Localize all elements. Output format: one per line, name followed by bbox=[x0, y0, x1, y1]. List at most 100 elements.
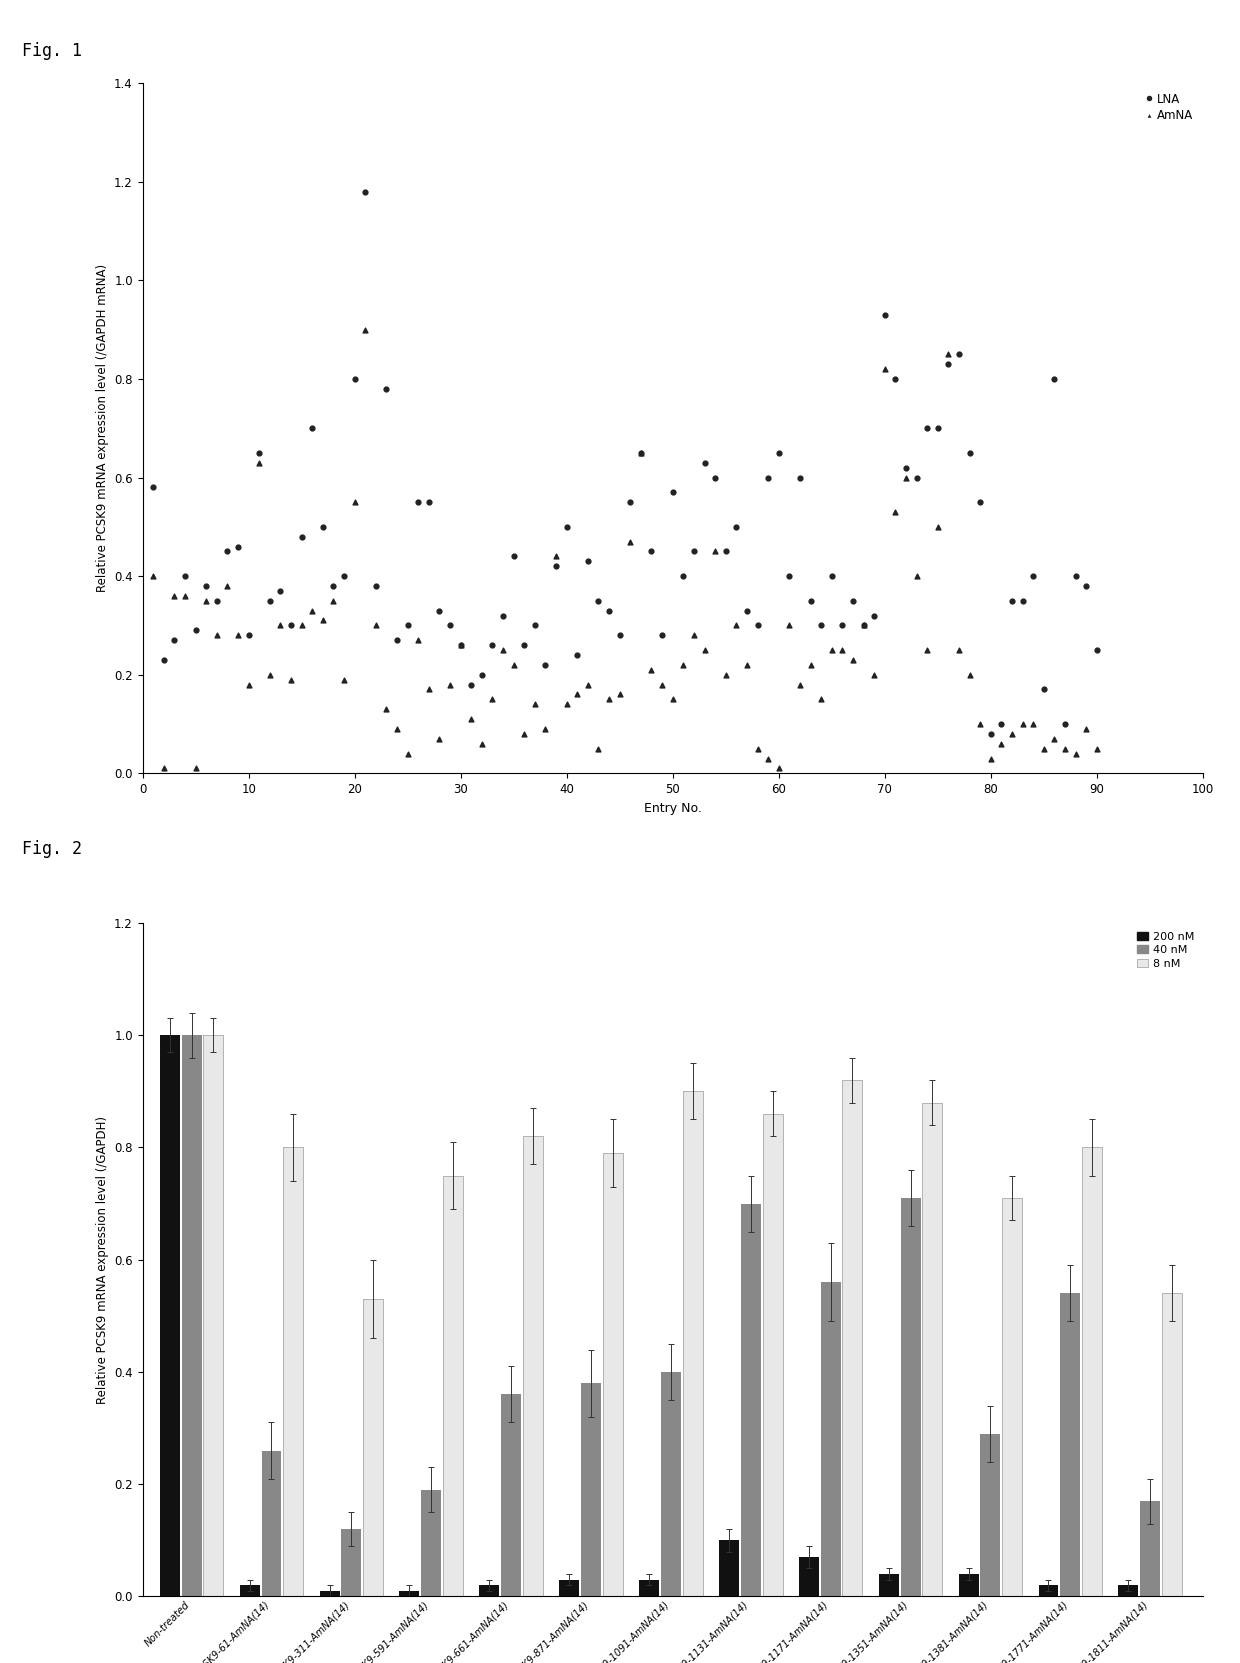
Point bbox=[238, 622, 259, 649]
Point bbox=[673, 562, 693, 589]
Point bbox=[853, 612, 873, 639]
Point bbox=[165, 627, 185, 654]
Point bbox=[503, 544, 523, 570]
Point bbox=[451, 632, 471, 659]
Bar bbox=[181, 1034, 202, 1596]
Point bbox=[906, 562, 926, 589]
Point bbox=[822, 637, 842, 664]
Point bbox=[472, 730, 492, 757]
Point bbox=[939, 351, 959, 378]
Point bbox=[939, 341, 959, 368]
Bar bbox=[740, 1204, 761, 1596]
Point bbox=[536, 652, 556, 679]
Point bbox=[419, 489, 439, 516]
Point bbox=[662, 687, 682, 713]
Point bbox=[557, 692, 577, 718]
Point bbox=[992, 710, 1012, 737]
Point bbox=[1023, 562, 1043, 589]
Point bbox=[928, 514, 947, 540]
Point bbox=[249, 449, 269, 476]
Point bbox=[578, 549, 598, 575]
Point bbox=[885, 366, 905, 392]
Point bbox=[175, 582, 195, 609]
Point bbox=[1055, 710, 1075, 737]
Point bbox=[217, 539, 237, 565]
Point bbox=[599, 687, 619, 713]
Point bbox=[1013, 710, 1033, 737]
Point bbox=[758, 745, 777, 772]
Text: Fig. 1: Fig. 1 bbox=[22, 42, 82, 60]
Point bbox=[154, 647, 174, 674]
Point bbox=[1034, 677, 1054, 703]
Point bbox=[1086, 735, 1106, 762]
Point bbox=[1023, 710, 1043, 737]
Point bbox=[472, 662, 492, 688]
Point bbox=[906, 464, 926, 491]
Point bbox=[557, 514, 577, 540]
Bar bbox=[480, 1585, 500, 1596]
Point bbox=[429, 725, 449, 752]
Point bbox=[790, 672, 810, 698]
Point bbox=[981, 720, 1001, 747]
Point bbox=[737, 652, 756, 679]
Point bbox=[769, 755, 789, 782]
Point bbox=[334, 562, 353, 589]
Point bbox=[822, 562, 842, 589]
Point bbox=[748, 612, 768, 639]
Point bbox=[960, 439, 980, 466]
Point bbox=[885, 499, 905, 526]
Point bbox=[727, 514, 746, 540]
Point bbox=[165, 582, 185, 609]
Point bbox=[832, 637, 852, 664]
Legend: 200 nM, 40 nM, 8 nM: 200 nM, 40 nM, 8 nM bbox=[1133, 928, 1198, 971]
Bar bbox=[879, 1573, 899, 1596]
Bar bbox=[1162, 1294, 1182, 1596]
Point bbox=[706, 539, 725, 565]
Point bbox=[843, 587, 863, 614]
Bar bbox=[639, 1580, 660, 1596]
Point bbox=[546, 544, 565, 570]
Point bbox=[949, 637, 968, 664]
Point bbox=[641, 657, 661, 683]
Point bbox=[790, 464, 810, 491]
Point bbox=[196, 587, 216, 614]
Point bbox=[249, 439, 269, 466]
Point bbox=[1065, 562, 1085, 589]
Bar bbox=[763, 1114, 782, 1596]
Point bbox=[897, 464, 916, 491]
Point bbox=[366, 572, 386, 599]
Point bbox=[1065, 740, 1085, 767]
Point bbox=[345, 489, 365, 516]
Legend: LNA, AmNA: LNA, AmNA bbox=[1141, 90, 1197, 126]
Point bbox=[832, 612, 852, 639]
Point bbox=[324, 587, 343, 614]
Bar bbox=[799, 1557, 818, 1596]
Point bbox=[631, 439, 651, 466]
Point bbox=[1055, 735, 1075, 762]
Point bbox=[270, 577, 290, 604]
Point bbox=[970, 710, 990, 737]
Point bbox=[769, 439, 789, 466]
Point bbox=[260, 587, 280, 614]
Point bbox=[801, 652, 821, 679]
Point bbox=[303, 416, 322, 442]
Point bbox=[715, 662, 735, 688]
Point bbox=[801, 587, 821, 614]
Point bbox=[727, 612, 746, 639]
Point bbox=[589, 587, 609, 614]
Point bbox=[482, 687, 502, 713]
Bar bbox=[821, 1282, 841, 1596]
Point bbox=[494, 602, 513, 629]
Point bbox=[217, 572, 237, 599]
Point bbox=[875, 301, 895, 328]
Point bbox=[451, 632, 471, 659]
Point bbox=[228, 622, 248, 649]
Point bbox=[758, 464, 777, 491]
Bar bbox=[981, 1434, 1001, 1596]
Point bbox=[525, 692, 544, 718]
Point bbox=[620, 529, 640, 555]
Point bbox=[599, 597, 619, 624]
Bar bbox=[320, 1591, 340, 1596]
Point bbox=[312, 514, 332, 540]
Point bbox=[408, 627, 428, 654]
